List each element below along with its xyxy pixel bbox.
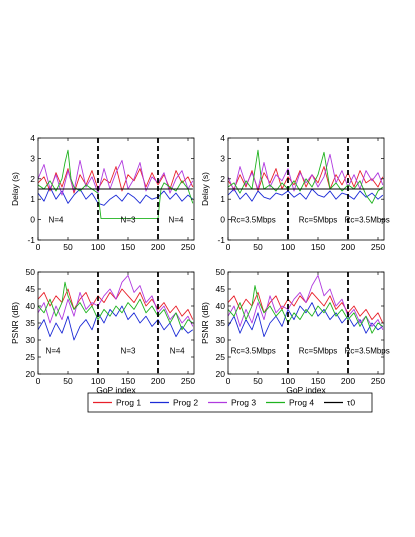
- series-line-prog-3: [228, 274, 384, 330]
- x-tick-label: 50: [63, 242, 73, 252]
- x-tick-label: 150: [311, 242, 325, 252]
- series-line-prog-4: [228, 149, 384, 204]
- segment-annotation: N=4: [169, 216, 184, 225]
- series-line-prog-2: [38, 186, 194, 206]
- axes-frame: [227, 137, 385, 241]
- series-line-prog-1: [38, 166, 194, 194]
- y-tick-label: 45: [216, 284, 226, 294]
- legend-label: Prog 2: [173, 398, 198, 408]
- segment-annotation: N=4: [49, 216, 64, 225]
- y-tick-label: 40: [26, 301, 36, 311]
- y-tick-label: 1: [220, 194, 225, 204]
- x-tick-label: 150: [121, 242, 135, 252]
- x-tick-label: 150: [311, 376, 325, 386]
- y-tick-label: 20: [26, 369, 36, 379]
- y-tick-label: 50: [26, 267, 36, 277]
- series-group: [228, 149, 384, 204]
- segment-annotation: N=3: [121, 216, 136, 225]
- legend-label: τ0: [347, 398, 355, 408]
- y-axis-label: Delay (s): [200, 172, 210, 206]
- segment-annotation: N=4: [170, 347, 185, 356]
- series-line-prog-2: [228, 188, 384, 202]
- y-tick-label: 30: [216, 335, 226, 345]
- series-line-prog-3: [38, 274, 194, 327]
- y-tick-label: 35: [26, 318, 36, 328]
- x-tick-label: 50: [253, 376, 263, 386]
- x-tick-label: 0: [36, 376, 41, 386]
- x-axis-label: GoP index: [286, 385, 326, 395]
- axes-frame: [37, 137, 195, 241]
- x-tick-label: 200: [341, 376, 355, 386]
- x-tick-label: 0: [226, 242, 231, 252]
- y-tick-label: -1: [217, 235, 225, 245]
- segment-annotation: Rc=3.5Mbps: [345, 216, 390, 225]
- y-axis-label: PSNR (dB): [200, 302, 210, 344]
- y-tick-label: 4: [220, 133, 225, 143]
- x-tick-label: 200: [151, 242, 165, 252]
- y-tick-label: 3: [30, 153, 35, 163]
- series-group: [38, 149, 194, 220]
- y-tick-label: 25: [216, 352, 226, 362]
- segment-annotation: Rc=5Mbps: [299, 216, 337, 225]
- x-tick-label: 250: [181, 242, 195, 252]
- y-tick-label: 30: [26, 335, 36, 345]
- y-tick-label: 20: [216, 369, 226, 379]
- series-group: [38, 274, 194, 341]
- x-axis-label: GoP index: [96, 385, 136, 395]
- y-tick-label: 0: [220, 215, 225, 225]
- x-tick-label: 150: [121, 376, 135, 386]
- legend-box: [87, 392, 373, 413]
- x-tick-label: 50: [63, 376, 73, 386]
- y-tick-label: 1: [30, 194, 35, 204]
- x-tick-label: 100: [91, 242, 105, 252]
- segment-annotation: Rc=5Mbps: [299, 347, 337, 356]
- x-tick-label: 100: [281, 242, 295, 252]
- y-tick-label: 50: [216, 267, 226, 277]
- y-tick-label: 0: [30, 215, 35, 225]
- x-tick-label: 200: [341, 242, 355, 252]
- series-line-prog-4: [38, 281, 194, 331]
- y-axis-label: PSNR (dB): [10, 302, 20, 344]
- y-tick-label: 35: [216, 318, 226, 328]
- x-tick-label: 0: [36, 242, 41, 252]
- y-tick-label: 2: [30, 174, 35, 184]
- y-tick-label: 45: [26, 284, 36, 294]
- x-tick-label: 100: [281, 376, 295, 386]
- y-tick-label: 4: [30, 133, 35, 143]
- panel-psnr-n: 0 50 100 150 200 250 20 25 30 35 40 45 50 PSNR (dB) Go…: [10, 267, 195, 395]
- panel-psnr-rc: 0 50 100 150 200 250 20 25 30 35 40 45 50 PSNR (dB) Go…: [200, 267, 390, 395]
- x-tick-label: 200: [151, 376, 165, 386]
- y-axis-label: Delay (s): [10, 172, 20, 206]
- segment-annotation: N=4: [46, 347, 61, 356]
- x-tick-label: 50: [253, 242, 263, 252]
- series-line-prog-2: [38, 305, 194, 341]
- segment-annotation: Rc=3.5Mbps: [231, 216, 276, 225]
- y-tick-label: 25: [26, 352, 36, 362]
- y-tick-label: 40: [216, 301, 226, 311]
- segment-annotation: Rc=3.5Mbps: [345, 347, 390, 356]
- y-tick-label: 3: [220, 153, 225, 163]
- x-tick-label: 250: [371, 376, 385, 386]
- y-tick-label: -1: [27, 235, 35, 245]
- series-group: [228, 274, 384, 338]
- series-line-prog-3: [38, 159, 194, 196]
- legend: Prog 1 Prog 2 Prog 3 Prog 4 τ0: [87, 392, 373, 413]
- x-tick-label: 0: [226, 376, 231, 386]
- y-tick-label: 2: [220, 174, 225, 184]
- segment-annotation: Rc=3.5Mbps: [231, 347, 276, 356]
- legend-label: Prog 4: [289, 398, 314, 408]
- segment-annotation: N=3: [121, 347, 136, 356]
- x-tick-label: 250: [371, 242, 385, 252]
- series-line-prog-4: [228, 285, 384, 334]
- x-tick-label: 100: [91, 376, 105, 386]
- legend-label: Prog 3: [231, 398, 256, 408]
- series-line-prog-4: [38, 149, 194, 220]
- x-tick-label: 250: [181, 376, 195, 386]
- legend-label: Prog 1: [116, 398, 141, 408]
- plot-area: [38, 272, 194, 374]
